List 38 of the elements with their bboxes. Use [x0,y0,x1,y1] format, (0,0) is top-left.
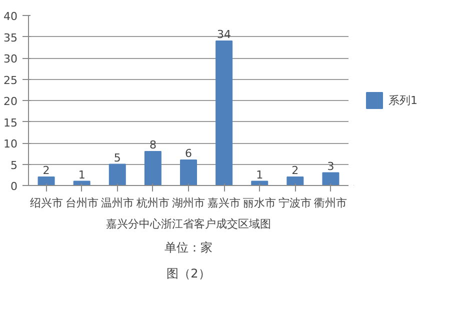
x-tick-label: 台州市 [65,196,98,210]
data-label: 2 [42,164,50,177]
x-tick-label: 温州市 [100,196,134,210]
text: 单位：家 [164,240,212,254]
data-label: 8 [149,138,156,152]
y-tick-label: 10 [4,138,18,150]
data-label: 1 [256,168,264,182]
y-tick-label: 15 [4,116,18,130]
x-tick-label: 嘉兴市 [208,196,241,210]
x-tick-label: 绍兴市 [30,196,63,210]
data-label: 5 [114,151,121,164]
data-label: 1 [78,168,86,182]
bar [38,176,55,186]
y-tick-label: 35 [4,31,18,44]
text: 图（2） [166,266,210,280]
legend-label: 系列1 [388,92,418,108]
x-tick-label: 杭州市 [135,196,170,210]
x-tick-label: 衢州市 [314,196,348,210]
y-tick-label: 40 [4,10,18,23]
x-tick-label: 宁波市 [278,196,312,210]
data-label: 2 [292,164,299,177]
bar [286,176,304,186]
bar [180,160,197,186]
bar [108,164,126,186]
bar [144,151,162,186]
y-tick-label: 0 [10,180,18,193]
y-tick-label: 25 [4,74,18,87]
data-label: 6 [185,147,192,160]
data-label: 3 [327,160,334,173]
x-tick-label: 丽水市 [243,196,276,210]
x-tick-label: 湖州市 [172,196,205,210]
bar [322,172,340,186]
bar [216,40,233,186]
x-axis-title: 嘉兴分中心浙江省客户成交区域图 [106,218,271,230]
y-tick-label: 5 [10,158,18,172]
y-tick-label: 30 [4,52,18,66]
data-label: 34 [217,28,232,41]
y-tick-label: 20 [4,95,18,108]
